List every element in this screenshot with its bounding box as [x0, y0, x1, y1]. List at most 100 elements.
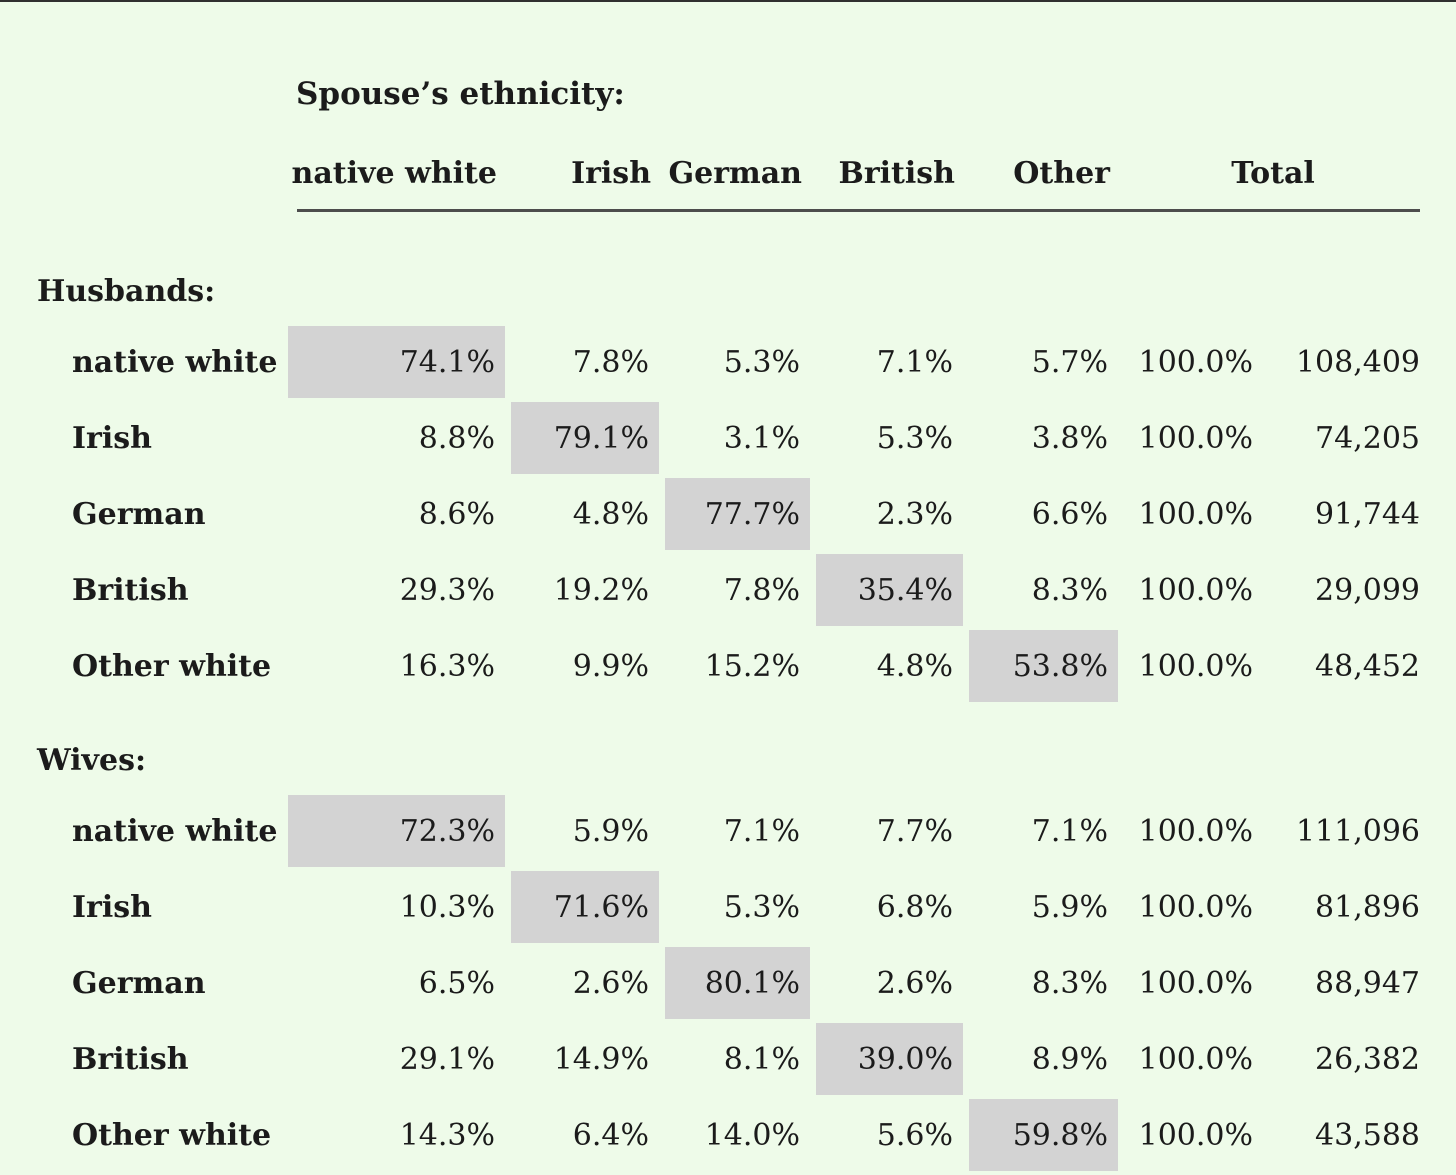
pct-cell: 6.5%: [418, 965, 495, 1001]
row-label: Irish: [72, 420, 152, 456]
pct-cell: 6.4%: [572, 1117, 649, 1153]
pct-cell: 74.1%: [288, 326, 505, 398]
section-label: Wives:: [37, 743, 147, 778]
section-row-husbands: Husbands:: [27, 200, 1422, 322]
row-label: native white: [72, 344, 278, 380]
total-pct-cell: 100.0%: [1138, 1117, 1253, 1153]
pct-cell: 6.6%: [1031, 496, 1108, 532]
pct-cell: 19.2%: [553, 572, 649, 608]
table-row: German 8.6% 4.8% 77.7% 2.3% 6.6% 100.0% …: [27, 478, 1422, 550]
pct-cell: 14.9%: [553, 1041, 649, 1077]
total-pct-cell: 100.0%: [1138, 889, 1253, 925]
count-cell: 88,947: [1315, 965, 1420, 1001]
table-title: Spouse’s ethnicity:: [296, 76, 625, 112]
column-header-german: German: [668, 156, 802, 191]
pct-cell: 15.2%: [704, 648, 800, 684]
column-header-total: Total: [1231, 156, 1315, 191]
table-row: Other white 16.3% 9.9% 15.2% 4.8% 53.8% …: [27, 630, 1422, 702]
pct-cell: 2.6%: [876, 965, 953, 1001]
pct-cell: 5.9%: [1031, 889, 1108, 925]
spouse-ethnicity-table: native white Irish German British Other …: [21, 132, 1428, 1175]
count-cell: 26,382: [1315, 1041, 1420, 1077]
pct-cell: 5.3%: [723, 344, 800, 380]
row-label: German: [72, 496, 206, 532]
pct-cell: 59.8%: [969, 1099, 1118, 1171]
total-pct-cell: 100.0%: [1138, 572, 1253, 608]
section-row-wives: Wives:: [27, 706, 1422, 791]
pct-cell: 8.3%: [1031, 965, 1108, 1001]
table-row: British 29.3% 19.2% 7.8% 35.4% 8.3% 100.…: [27, 554, 1422, 626]
count-cell: 81,896: [1315, 889, 1420, 925]
column-header-british: British: [838, 156, 955, 191]
table-row: Irish 8.8% 79.1% 3.1% 5.3% 3.8% 100.0% 7…: [27, 402, 1422, 474]
pct-cell: 5.3%: [723, 889, 800, 925]
count-cell: 74,205: [1315, 420, 1420, 456]
header-rule: [297, 209, 1420, 212]
row-label: Irish: [72, 889, 152, 925]
pct-cell: 80.1%: [665, 947, 810, 1019]
pct-cell: 6.8%: [876, 889, 953, 925]
pct-cell: 79.1%: [511, 402, 659, 474]
table-row: native white 74.1% 7.8% 5.3% 7.1% 5.7% 1…: [27, 326, 1422, 398]
corner-spacer: [27, 136, 282, 196]
section-label: Husbands:: [37, 274, 216, 309]
column-header-row: native white Irish German British Other …: [27, 136, 1422, 196]
pct-cell: 5.3%: [876, 420, 953, 456]
pct-cell: 8.9%: [1031, 1041, 1108, 1077]
pct-cell: 7.1%: [1031, 813, 1108, 849]
total-pct-cell: 100.0%: [1138, 648, 1253, 684]
pct-cell: 7.8%: [572, 344, 649, 380]
table-row: Irish 10.3% 71.6% 5.3% 6.8% 5.9% 100.0% …: [27, 871, 1422, 943]
pct-cell: 4.8%: [876, 648, 953, 684]
row-label: Other white: [72, 1117, 272, 1153]
column-header-other: Other: [1013, 156, 1110, 191]
row-label: British: [72, 1041, 189, 1077]
total-pct-cell: 100.0%: [1138, 965, 1253, 1001]
pct-cell: 7.1%: [723, 813, 800, 849]
pct-cell: 8.6%: [418, 496, 495, 532]
pct-cell: 72.3%: [288, 795, 505, 867]
pct-cell: 3.8%: [1031, 420, 1108, 456]
pct-cell: 4.8%: [572, 496, 649, 532]
total-pct-cell: 100.0%: [1138, 344, 1253, 380]
pct-cell: 29.1%: [399, 1041, 495, 1077]
table-row: German 6.5% 2.6% 80.1% 2.6% 8.3% 100.0% …: [27, 947, 1422, 1019]
row-label: German: [72, 965, 206, 1001]
column-header-native-white: native white: [291, 156, 497, 191]
count-cell: 108,409: [1295, 344, 1420, 380]
pct-cell: 39.0%: [816, 1023, 963, 1095]
pct-cell: 3.1%: [723, 420, 800, 456]
pct-cell: 16.3%: [399, 648, 495, 684]
pct-cell: 14.0%: [704, 1117, 800, 1153]
total-pct-cell: 100.0%: [1138, 813, 1253, 849]
pct-cell: 14.3%: [399, 1117, 495, 1153]
pct-cell: 35.4%: [816, 554, 963, 626]
pct-cell: 7.8%: [723, 572, 800, 608]
pct-cell: 53.8%: [969, 630, 1118, 702]
row-label: Other white: [72, 648, 272, 684]
column-header-irish: Irish: [571, 156, 651, 191]
pct-cell: 5.9%: [572, 813, 649, 849]
pct-cell: 2.3%: [876, 496, 953, 532]
pct-cell: 5.6%: [876, 1117, 953, 1153]
pct-cell: 10.3%: [399, 889, 495, 925]
count-cell: 48,452: [1315, 648, 1420, 684]
pct-cell: 8.3%: [1031, 572, 1108, 608]
pct-cell: 77.7%: [665, 478, 810, 550]
row-label: native white: [72, 813, 278, 849]
pct-cell: 29.3%: [399, 572, 495, 608]
pct-cell: 2.6%: [572, 965, 649, 1001]
count-cell: 91,744: [1315, 496, 1420, 532]
pct-cell: 5.7%: [1031, 344, 1108, 380]
count-cell: 43,588: [1315, 1117, 1420, 1153]
total-pct-cell: 100.0%: [1138, 420, 1253, 456]
pct-cell: 7.1%: [876, 344, 953, 380]
table-row: native white 72.3% 5.9% 7.1% 7.7% 7.1% 1…: [27, 795, 1422, 867]
count-cell: 111,096: [1295, 813, 1420, 849]
table-row: British 29.1% 14.9% 8.1% 39.0% 8.9% 100.…: [27, 1023, 1422, 1095]
row-label: British: [72, 572, 189, 608]
total-pct-cell: 100.0%: [1138, 1041, 1253, 1077]
pct-cell: 8.8%: [418, 420, 495, 456]
count-cell: 29,099: [1315, 572, 1420, 608]
